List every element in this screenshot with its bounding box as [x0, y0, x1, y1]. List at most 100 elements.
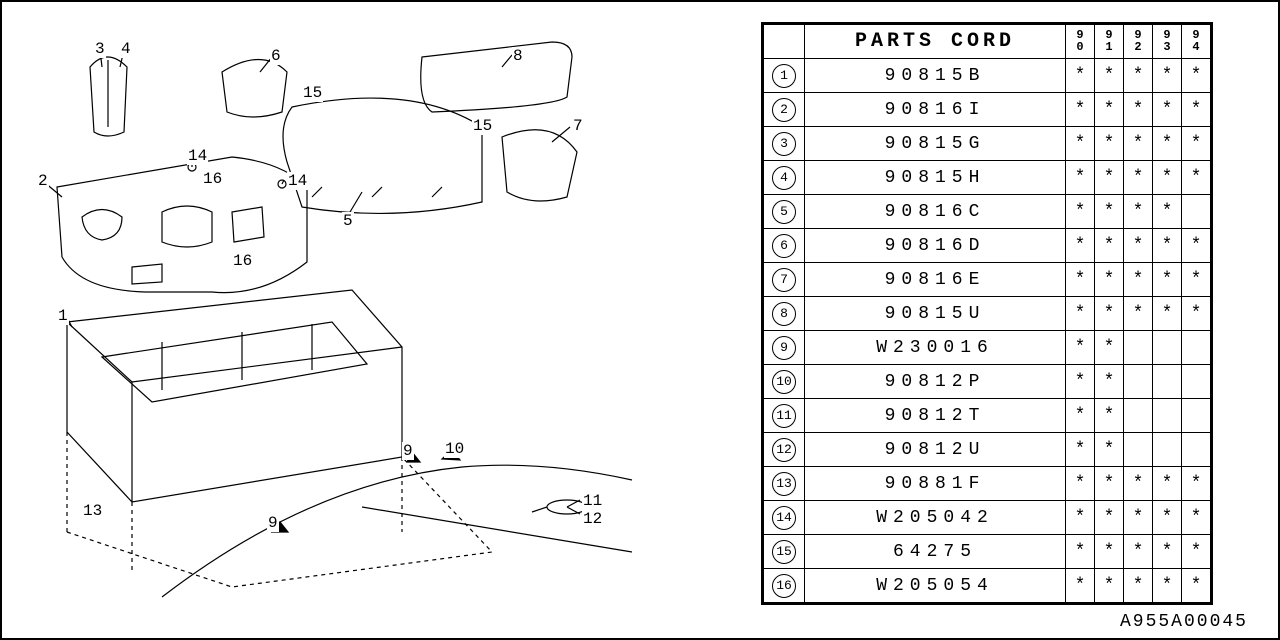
table-row: 1390881F***** [764, 467, 1211, 501]
mark-cell: * [1153, 161, 1182, 195]
mark-cell: * [1124, 501, 1153, 535]
mark-cell: * [1124, 161, 1153, 195]
code-cell: W230016 [805, 331, 1066, 365]
mark-cell: * [1095, 195, 1124, 229]
mark-cell: * [1182, 161, 1211, 195]
mark-cell: * [1066, 501, 1095, 535]
mark-cell: * [1095, 127, 1124, 161]
col-year-4: 94 [1182, 25, 1211, 59]
mark-cell: * [1182, 297, 1211, 331]
mark-cell: * [1095, 569, 1124, 603]
code-cell: 90815U [805, 297, 1066, 331]
mark-cell [1182, 331, 1211, 365]
mark-cell: * [1124, 59, 1153, 93]
mark-cell: * [1095, 399, 1124, 433]
ref-cell: 13 [764, 467, 805, 501]
mark-cell: * [1153, 59, 1182, 93]
mark-cell: * [1124, 127, 1153, 161]
mark-cell: * [1095, 263, 1124, 297]
code-cell: 90812P [805, 365, 1066, 399]
mark-cell: * [1066, 161, 1095, 195]
mark-cell: * [1124, 467, 1153, 501]
mark-cell [1182, 399, 1211, 433]
code-cell: 90881F [805, 467, 1066, 501]
callout-label: 16 [202, 170, 223, 188]
mark-cell: * [1095, 93, 1124, 127]
ref-cell: 12 [764, 433, 805, 467]
table-row: 390815G***** [764, 127, 1211, 161]
code-cell: 90815H [805, 161, 1066, 195]
callout-label: 10 [444, 440, 465, 458]
ref-cell: 3 [764, 127, 805, 161]
mark-cell: * [1095, 229, 1124, 263]
mark-cell: * [1153, 93, 1182, 127]
table-header-row: PARTS CORD 90 91 92 93 94 [764, 25, 1211, 59]
col-code-header: PARTS CORD [805, 25, 1066, 59]
mark-cell: * [1182, 59, 1211, 93]
mark-cell: * [1182, 569, 1211, 603]
mark-cell [1153, 331, 1182, 365]
table-row: 690816D***** [764, 229, 1211, 263]
parts-table-body: 190815B*****290816I*****390815G*****4908… [764, 59, 1211, 603]
mark-cell: * [1066, 331, 1095, 365]
mark-cell: * [1066, 365, 1095, 399]
table-row: 1090812P** [764, 365, 1211, 399]
callout-label: 6 [270, 47, 282, 65]
mark-cell: * [1066, 433, 1095, 467]
ref-circle: 13 [772, 472, 796, 496]
callout-label: 15 [302, 84, 323, 102]
col-year-1: 91 [1095, 25, 1124, 59]
mark-cell: * [1095, 433, 1124, 467]
parts-table-wrapper: PARTS CORD 90 91 92 93 94 190815B*****29… [761, 22, 1213, 605]
ref-circle: 14 [772, 506, 796, 530]
code-cell: 90816D [805, 229, 1066, 263]
table-row: 490815H***** [764, 161, 1211, 195]
ref-cell: 2 [764, 93, 805, 127]
ref-cell: 15 [764, 535, 805, 569]
ref-circle: 16 [772, 574, 796, 598]
mark-cell: * [1153, 127, 1182, 161]
mark-cell: * [1066, 467, 1095, 501]
mark-cell: * [1095, 535, 1124, 569]
callout-label: 11 [582, 492, 603, 510]
mark-cell: * [1182, 127, 1211, 161]
mark-cell: * [1153, 263, 1182, 297]
code-cell: W205042 [805, 501, 1066, 535]
ref-cell: 1 [764, 59, 805, 93]
callout-label: 8 [512, 47, 524, 65]
callout-label: 13 [82, 502, 103, 520]
exploded-diagram: 346815157142165141619109111213 [12, 12, 652, 612]
mark-cell: * [1066, 127, 1095, 161]
ref-cell: 5 [764, 195, 805, 229]
mark-cell: * [1153, 297, 1182, 331]
ref-cell: 7 [764, 263, 805, 297]
mark-cell: * [1182, 93, 1211, 127]
callout-label: 3 [94, 40, 106, 58]
mark-cell: * [1153, 195, 1182, 229]
ref-cell: 4 [764, 161, 805, 195]
table-row: 1190812T** [764, 399, 1211, 433]
mark-cell [1124, 365, 1153, 399]
mark-cell: * [1066, 263, 1095, 297]
mark-cell: * [1124, 229, 1153, 263]
ref-cell: 8 [764, 297, 805, 331]
code-cell: 90816E [805, 263, 1066, 297]
table-row: 9W230016** [764, 331, 1211, 365]
code-cell: W205054 [805, 569, 1066, 603]
ref-circle: 9 [772, 336, 796, 360]
mark-cell: * [1095, 161, 1124, 195]
parts-table: PARTS CORD 90 91 92 93 94 190815B*****29… [763, 24, 1211, 603]
mark-cell: * [1124, 297, 1153, 331]
mark-cell: * [1066, 569, 1095, 603]
drawing-number: A955A00045 [1120, 612, 1248, 632]
ref-cell: 9 [764, 331, 805, 365]
mark-cell: * [1095, 59, 1124, 93]
table-row: 14W205042***** [764, 501, 1211, 535]
callout-label: 14 [187, 147, 208, 165]
code-cell: 90816I [805, 93, 1066, 127]
mark-cell: * [1124, 195, 1153, 229]
mark-cell: * [1124, 263, 1153, 297]
mark-cell: * [1066, 229, 1095, 263]
mark-cell [1182, 195, 1211, 229]
mark-cell [1124, 331, 1153, 365]
